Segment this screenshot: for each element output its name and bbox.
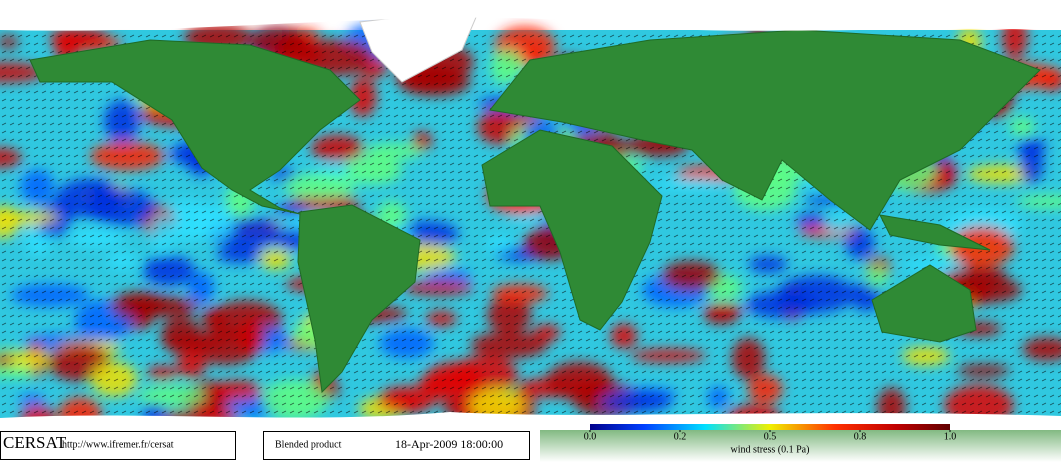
arctic: [0, 0, 1061, 31]
logo: CERSAT: [3, 433, 67, 452]
north-america: [29, 39, 361, 215]
product-box: [263, 431, 530, 460]
south-america: [297, 204, 421, 394]
elevation-bar: [540, 430, 1061, 462]
url: http://www.ifremer.fr/cersat: [62, 439, 174, 450]
colorbar-label: wind stress (0.1 Pa): [731, 444, 810, 455]
colorbar-tick-label: 0.2: [674, 431, 687, 442]
date: 18-Apr-2009 18:00:00: [395, 437, 503, 451]
colorbar-tick-label: 0.8: [854, 431, 867, 442]
australia: [871, 264, 977, 343]
colorbar-tick-label: 0.5: [764, 431, 777, 442]
colorbar-ticks: 0.0 0.2 0.5 0.8 1.0: [584, 430, 957, 442]
logo-box: [0, 431, 236, 460]
product: Blended product: [275, 439, 342, 450]
indonesia: [879, 214, 991, 251]
land: [29, 29, 1041, 394]
africa: [481, 129, 663, 331]
colorbar-tick-label: 0.0: [584, 431, 597, 442]
eurasia: [489, 29, 1041, 231]
colorbar-tick-label: 1.0: [944, 431, 957, 442]
colorbar: [590, 424, 950, 430]
